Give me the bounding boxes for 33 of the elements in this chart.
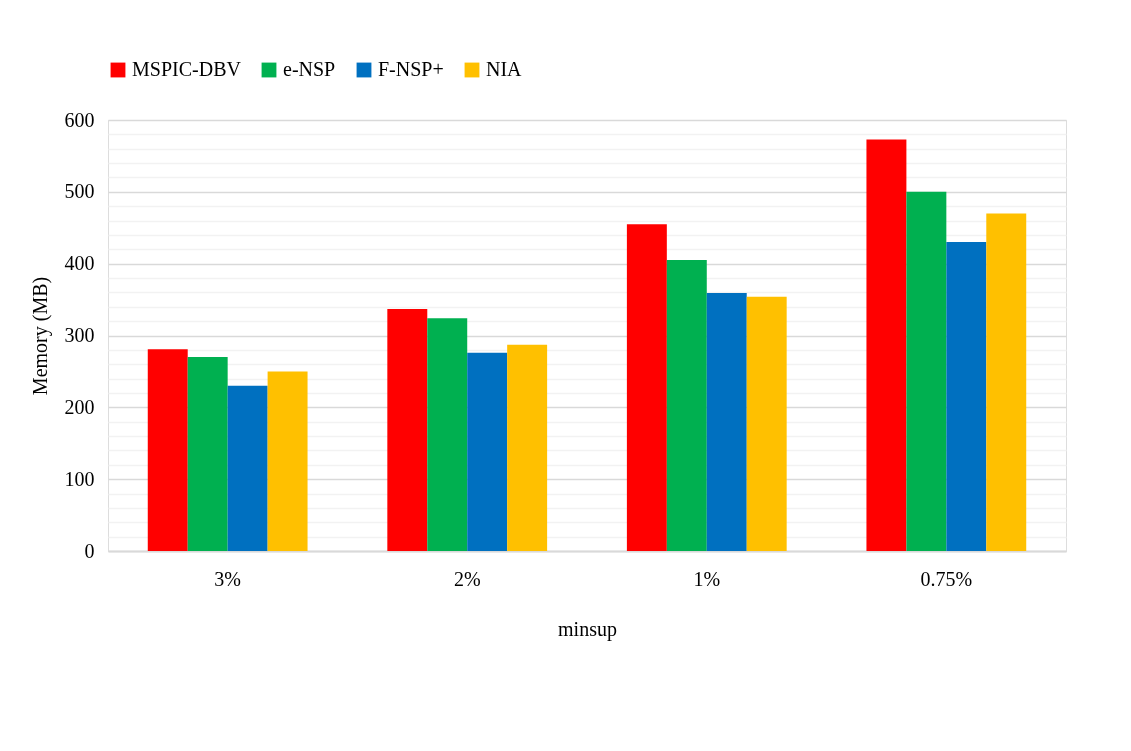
y-tick-label: 300 xyxy=(64,324,95,346)
y-axis-title: Memory (MB) xyxy=(28,276,52,396)
y-tick-label: 200 xyxy=(64,395,95,418)
bar xyxy=(187,357,228,551)
bar xyxy=(387,308,428,551)
x-tick-label: 2% xyxy=(453,567,481,590)
legend-label: F-NSP+ xyxy=(378,58,444,80)
bar xyxy=(746,296,787,551)
legend-label: NIA xyxy=(486,58,523,80)
bar xyxy=(986,213,1027,551)
bar xyxy=(267,371,308,551)
legend-label: e-NSP xyxy=(283,58,336,80)
x-tick-label: 1% xyxy=(693,567,721,590)
y-tick-label: 400 xyxy=(64,252,95,275)
x-tick-label: 3% xyxy=(214,567,241,590)
bar xyxy=(467,352,508,551)
y-tick-label: 500 xyxy=(64,180,95,203)
x-axis-title: minsup xyxy=(558,617,617,641)
bar xyxy=(946,242,987,551)
y-tick-label: 0 xyxy=(84,539,95,562)
x-tick-label: 0.75% xyxy=(920,567,973,590)
bar xyxy=(626,224,667,551)
bar xyxy=(706,293,747,551)
bar xyxy=(666,260,707,551)
bar xyxy=(906,191,947,551)
y-tick-label: 600 xyxy=(64,108,95,131)
bar xyxy=(866,139,907,551)
y-tick-label: 100 xyxy=(64,467,95,490)
legend-label: MSPIC-DBV xyxy=(132,58,242,80)
bar xyxy=(227,385,268,551)
bar xyxy=(427,318,468,551)
bar xyxy=(147,349,188,551)
bar xyxy=(507,344,548,551)
